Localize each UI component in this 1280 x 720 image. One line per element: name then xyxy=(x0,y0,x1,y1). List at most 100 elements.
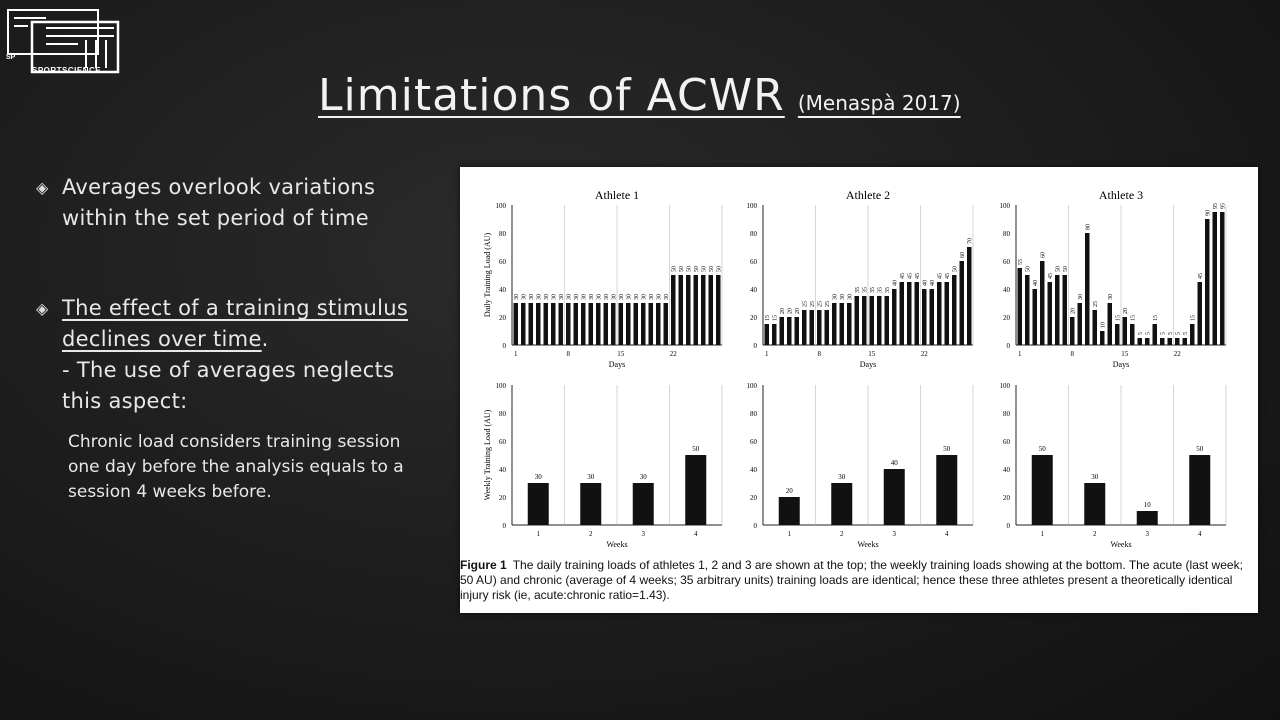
x-tick-label: 1 xyxy=(1018,350,1022,358)
bar-value-label: 45 xyxy=(1048,273,1054,279)
bar-value-label: 60 xyxy=(960,252,966,258)
y-tick-label: 0 xyxy=(1007,342,1011,350)
day-bar xyxy=(802,310,807,345)
day-bar xyxy=(708,275,713,345)
logo-prefix: SP xyxy=(6,54,16,61)
bar-value-label: 30 xyxy=(536,294,542,300)
day-bar xyxy=(877,296,882,345)
bar-value-label: 20 xyxy=(786,487,794,495)
day-bar xyxy=(1145,338,1150,345)
bar-value-label: 35 xyxy=(885,287,891,293)
week-bar xyxy=(778,497,800,525)
x-tick-label: 8 xyxy=(818,350,822,358)
sportscience-logo xyxy=(7,9,120,74)
day-bar xyxy=(914,282,919,345)
bar-value-label: 45 xyxy=(907,273,913,279)
day-bar xyxy=(1160,338,1165,345)
day-bar xyxy=(663,303,668,345)
x-axis-label: Days xyxy=(860,360,876,369)
bar-value-label: 30 xyxy=(596,294,602,300)
bar-value-label: 40 xyxy=(892,280,898,286)
week-bar xyxy=(632,483,654,525)
bar-value-label: 5 xyxy=(1160,332,1166,335)
day-bar xyxy=(1025,275,1030,345)
bar-value-label: 30 xyxy=(1078,294,1084,300)
day-bar xyxy=(1077,303,1082,345)
bar-value-label: 30 xyxy=(544,294,550,300)
day-bar xyxy=(641,303,646,345)
y-tick-label: 40 xyxy=(499,466,507,474)
bar-value-label: 45 xyxy=(937,273,943,279)
chart-title: Athlete 1 xyxy=(595,188,639,202)
y-tick-label: 20 xyxy=(1003,314,1011,322)
day-bar xyxy=(558,303,563,345)
sub-text-line: one day before the analysis equals to a xyxy=(68,457,404,477)
x-tick-label: 4 xyxy=(945,530,949,538)
day-bar xyxy=(944,282,949,345)
day-bar xyxy=(596,303,601,345)
x-tick-label: 2 xyxy=(589,530,593,538)
bar-value-label: 15 xyxy=(1153,315,1159,321)
bar-value-label: 5 xyxy=(1183,332,1189,335)
bar-value-label: 30 xyxy=(1108,294,1114,300)
day-bar xyxy=(1100,331,1105,345)
bar-value-label: 5 xyxy=(1168,332,1174,335)
x-tick-label: 15 xyxy=(617,350,625,358)
bar-value-label: 15 xyxy=(1190,315,1196,321)
bar-value-label: 20 xyxy=(1070,308,1076,314)
y-tick-label: 20 xyxy=(1003,494,1011,502)
x-tick-label: 3 xyxy=(893,530,897,538)
x-tick-label: 1 xyxy=(1041,530,1045,538)
day-bar xyxy=(847,303,852,345)
bar-value-label: 5 xyxy=(1145,332,1151,335)
day-bar xyxy=(536,303,541,345)
y-tick-label: 80 xyxy=(499,410,507,418)
figure-caption: Figure 1 The daily training loads of athl… xyxy=(460,558,1250,603)
bar-value-label: 45 xyxy=(945,273,951,279)
day-bar xyxy=(892,289,897,345)
bar-value-label: 45 xyxy=(915,273,921,279)
week-bar xyxy=(1084,483,1106,525)
day-bar xyxy=(551,303,556,345)
day-bar xyxy=(817,310,822,345)
y-axis-label: Weekly Training Load (AU) xyxy=(483,409,492,500)
bullet-item: ◈ The effect of a training stimulus decl… xyxy=(34,293,408,417)
title-citation: (Menaspà 2017) xyxy=(797,91,961,115)
bar-value-label: 15 xyxy=(765,315,771,321)
bar-value-label: 30 xyxy=(581,294,587,300)
week-bar xyxy=(1136,511,1158,525)
week-bar xyxy=(1031,455,1053,525)
y-tick-label: 20 xyxy=(499,314,507,322)
day-bar xyxy=(566,303,571,345)
bar-value-label: 30 xyxy=(521,294,527,300)
bar-value-label: 25 xyxy=(802,301,808,307)
x-tick-label: 22 xyxy=(921,350,929,358)
day-bar xyxy=(573,303,578,345)
bar-value-label: 5 xyxy=(1138,332,1144,335)
bar-value-label: 50 xyxy=(709,266,715,272)
bar-value-label: 15 xyxy=(1130,315,1136,321)
bar-value-label: 30 xyxy=(649,294,655,300)
x-tick-label: 1 xyxy=(537,530,541,538)
y-tick-label: 80 xyxy=(750,230,758,238)
x-axis-label: Weeks xyxy=(606,540,627,549)
bar-value-label: 70 xyxy=(967,238,973,244)
x-tick-label: 8 xyxy=(567,350,571,358)
day-bar xyxy=(671,275,676,345)
bar-value-label: 30 xyxy=(832,294,838,300)
x-tick-label: 22 xyxy=(1174,350,1182,358)
bar-value-label: 30 xyxy=(529,294,535,300)
y-tick-label: 60 xyxy=(499,438,507,446)
day-bar xyxy=(907,282,912,345)
bar-value-label: 45 xyxy=(1198,273,1204,279)
chart-title: Athlete 3 xyxy=(1099,188,1143,202)
day-bar xyxy=(1070,317,1075,345)
bar-value-label: 10 xyxy=(1144,501,1152,509)
y-tick-label: 20 xyxy=(750,314,758,322)
bar-value-label: 40 xyxy=(922,280,928,286)
logo-text: SPORTSCIENCE xyxy=(32,66,102,75)
day-bar xyxy=(693,275,698,345)
day-bar xyxy=(701,275,706,345)
bullet-line: within the set period of time xyxy=(62,206,369,230)
day-bar xyxy=(1167,338,1172,345)
